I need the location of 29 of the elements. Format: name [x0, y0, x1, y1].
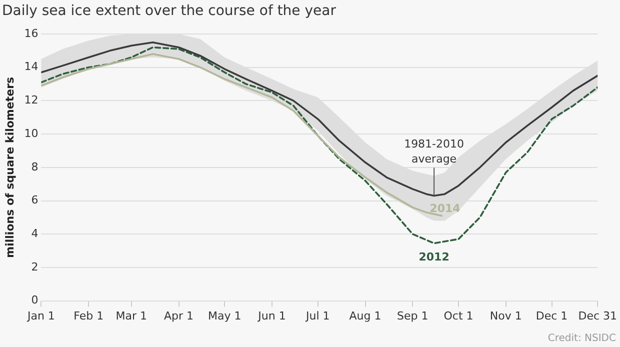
x-tick-label: Sep 1 [397, 309, 428, 322]
chart-title: Daily sea ice extent over the course of the year [2, 3, 336, 19]
line-series [41, 46, 598, 244]
x-tick-label: Jan 1 [26, 309, 55, 322]
y-tick-label: 10 [24, 126, 38, 140]
text: Credit: NSIDC [548, 333, 616, 344]
y-tick-label: 12 [24, 94, 38, 107]
x-tick-label: Aug 1 [349, 309, 382, 322]
series-label: 2014 [430, 202, 461, 215]
y-tick-label: 4 [31, 226, 38, 240]
x-tick-label: Feb 1 [74, 309, 104, 322]
y-tick-label: 2 [31, 260, 38, 274]
x-tick-label: Jul 1 [304, 309, 330, 322]
x-tick-label: Dec 31 [578, 309, 617, 322]
y-tick-label: 6 [31, 194, 38, 207]
y-axis-title: millions of square kilometers [3, 76, 16, 258]
x-tick-label: Dec 1 [536, 309, 568, 322]
y-tick-label: 8 [31, 160, 38, 174]
y-tick-label: 14 [24, 60, 38, 74]
series-label: 1981-2010 average [404, 138, 464, 166]
x-tick-label: Jun 1 [257, 309, 286, 322]
x-tick-label: Oct 1 [444, 309, 474, 322]
y-tick-label: 16 [24, 26, 38, 40]
x-tick-label: Nov 1 [490, 309, 522, 322]
y-tick-label: 0 [31, 294, 38, 307]
x-tick-label: Apr 1 [164, 309, 194, 322]
series-label: 2012 [418, 250, 450, 264]
x-tick-label: Mar 1 [116, 309, 148, 322]
x-tick-label: May 1 [208, 309, 242, 322]
